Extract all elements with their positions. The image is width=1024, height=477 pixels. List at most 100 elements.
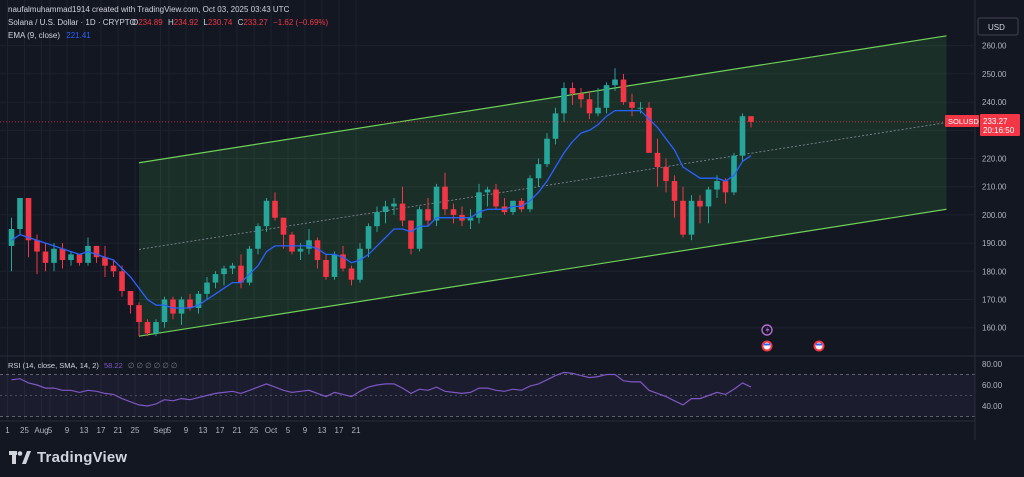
candle[interactable] <box>688 195 695 241</box>
us-flag-event-icon[interactable] <box>761 340 773 352</box>
candle[interactable] <box>221 265 227 286</box>
candle[interactable] <box>314 237 321 269</box>
candle[interactable] <box>8 217 15 272</box>
y-tick-label: 250.00 <box>982 70 1007 79</box>
channel-lower-line[interactable] <box>138 208 947 337</box>
candle[interactable] <box>450 203 457 224</box>
candle[interactable] <box>348 265 355 286</box>
candle[interactable] <box>442 172 448 215</box>
currency-button[interactable] <box>977 17 1019 36</box>
candle[interactable] <box>144 319 151 337</box>
candle[interactable] <box>229 262 236 275</box>
candle[interactable] <box>127 291 134 314</box>
candle[interactable] <box>68 251 74 266</box>
candle[interactable] <box>595 88 601 117</box>
candle[interactable] <box>535 158 542 187</box>
candle[interactable] <box>680 186 686 238</box>
tradingview-logo[interactable]: TradingView <box>9 449 127 466</box>
candle[interactable] <box>586 90 593 120</box>
candle[interactable] <box>527 175 533 213</box>
candle[interactable] <box>25 197 32 258</box>
candle[interactable] <box>42 243 49 272</box>
candle[interactable] <box>17 197 23 235</box>
candle[interactable] <box>416 206 423 252</box>
footer <box>0 440 1024 477</box>
candle[interactable] <box>178 296 185 325</box>
candle-body <box>187 299 193 308</box>
candle[interactable] <box>544 133 550 167</box>
candle[interactable] <box>722 178 729 204</box>
candle[interactable] <box>212 271 219 289</box>
candle[interactable] <box>425 197 431 227</box>
candle[interactable] <box>748 116 754 128</box>
candle[interactable] <box>195 291 202 314</box>
candles[interactable] <box>8 68 754 337</box>
candle[interactable] <box>493 183 499 210</box>
rsi-legend[interactable]: RSI (14, close, SMA, 14, 2) 58.22 ∅ ∅ ∅ … <box>8 361 178 370</box>
us-flag-event-icon-2[interactable] <box>813 340 825 352</box>
candle[interactable] <box>484 186 491 207</box>
candle[interactable] <box>578 88 584 108</box>
candle[interactable] <box>331 251 338 280</box>
x-tick-label: 25 <box>131 426 140 435</box>
candle[interactable] <box>620 73 627 105</box>
candle[interactable] <box>399 186 406 227</box>
candle[interactable] <box>705 186 712 224</box>
candle[interactable] <box>119 265 125 297</box>
candle[interactable] <box>357 243 363 283</box>
candle[interactable] <box>255 223 261 255</box>
channel-upper-line[interactable] <box>138 35 947 164</box>
candle[interactable] <box>467 209 474 229</box>
candle[interactable] <box>739 113 746 162</box>
candle[interactable] <box>603 82 610 114</box>
candle[interactable] <box>408 220 414 255</box>
candle[interactable] <box>289 231 295 255</box>
ema-legend[interactable]: EMA (9, close) 221.41 <box>8 31 91 40</box>
candle[interactable] <box>59 243 66 269</box>
candle[interactable] <box>323 254 329 280</box>
candle[interactable] <box>306 229 312 255</box>
candle[interactable] <box>76 254 83 266</box>
last-price: 233.27 <box>983 117 1008 126</box>
candle[interactable] <box>365 223 372 258</box>
candle[interactable] <box>552 107 559 145</box>
candle[interactable] <box>34 234 40 275</box>
candle[interactable] <box>654 138 661 187</box>
candle[interactable] <box>161 296 168 328</box>
candle-body <box>433 186 440 221</box>
lightning-event-icon[interactable] <box>761 324 773 336</box>
candle[interactable] <box>272 192 278 221</box>
rsi-pane[interactable]: 80.00 60.00 40.00 <box>0 360 1003 417</box>
candle[interactable] <box>714 175 720 198</box>
candle[interactable] <box>246 245 253 286</box>
candle[interactable] <box>204 276 210 300</box>
candle-body <box>399 203 406 221</box>
candle[interactable] <box>731 152 737 196</box>
candle[interactable] <box>569 82 576 105</box>
candle[interactable] <box>374 206 380 232</box>
candle[interactable] <box>671 175 678 218</box>
candle[interactable] <box>263 197 270 232</box>
y-tick-label: 190.00 <box>982 239 1007 248</box>
candle[interactable] <box>629 93 635 117</box>
candle[interactable] <box>51 243 57 272</box>
candle[interactable] <box>280 217 287 249</box>
candle[interactable] <box>646 102 652 153</box>
candle[interactable] <box>153 319 159 337</box>
candle[interactable] <box>136 302 142 337</box>
candle[interactable] <box>476 183 482 224</box>
candle[interactable] <box>382 200 389 224</box>
candle-body <box>629 102 635 108</box>
candle[interactable] <box>663 158 669 193</box>
candle[interactable] <box>102 245 108 277</box>
candle[interactable] <box>697 195 703 224</box>
y-tick-label: 210.00 <box>982 183 1007 192</box>
candle[interactable] <box>561 82 567 122</box>
candle[interactable] <box>518 197 525 213</box>
candle[interactable] <box>612 68 618 91</box>
candle[interactable] <box>433 183 440 227</box>
candle[interactable] <box>340 245 346 272</box>
candle[interactable] <box>110 260 117 277</box>
candle[interactable] <box>391 197 397 215</box>
